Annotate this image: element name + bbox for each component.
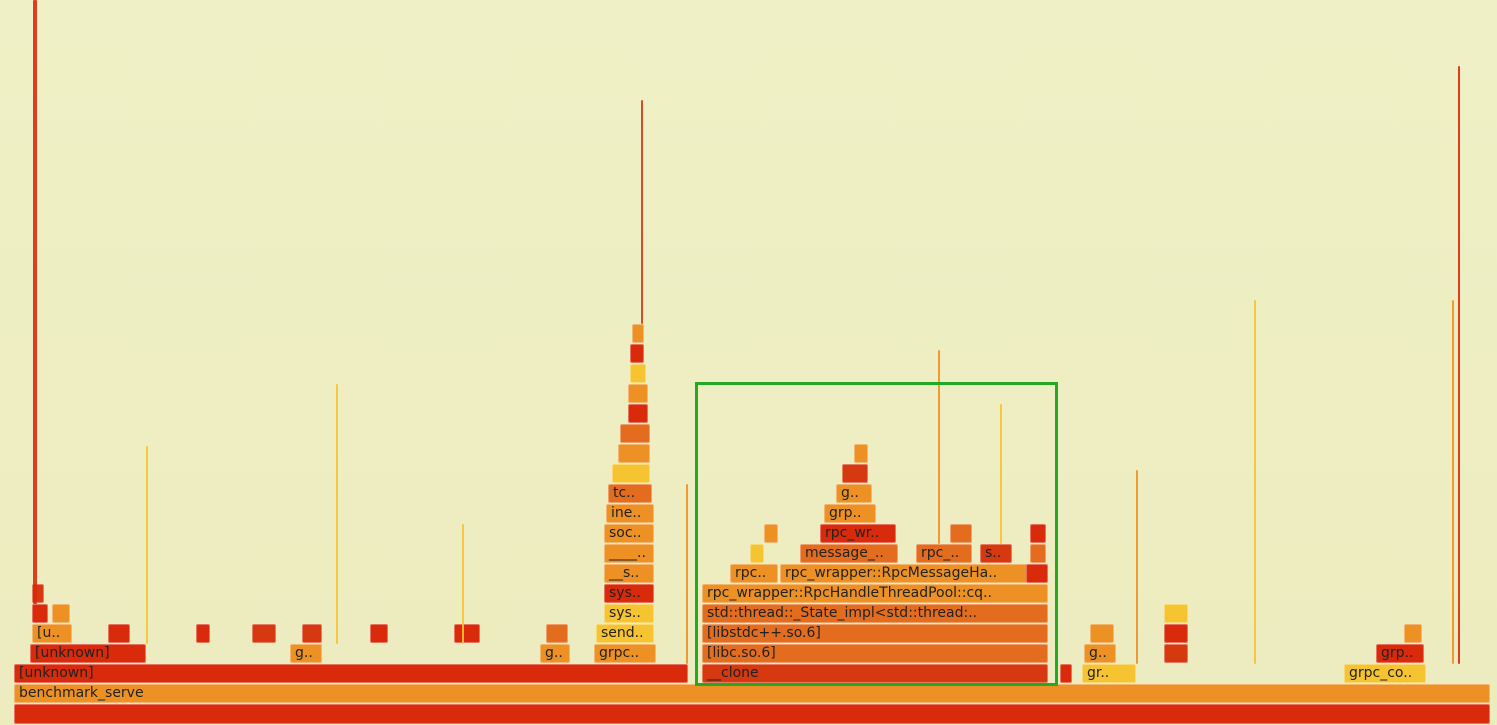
- frame-s-b[interactable]: s..: [980, 544, 1012, 563]
- frame-tower-h[interactable]: [632, 324, 644, 343]
- spike-right-b[interactable]: [1452, 300, 1454, 664]
- frame-right-c[interactable]: [1090, 624, 1114, 643]
- frame-message[interactable]: message_..: [800, 544, 898, 563]
- frame-unknown-a[interactable]: [unknown]: [30, 644, 146, 663]
- frame-sys-a[interactable]: sys..: [604, 604, 654, 623]
- frame-tower-b[interactable]: [618, 444, 650, 463]
- frame-clone-tower-b[interactable]: [854, 444, 868, 463]
- frame-clone-tower-a[interactable]: [842, 464, 868, 483]
- frame-ine[interactable]: ine..: [606, 504, 654, 523]
- frame-send[interactable]: send..: [596, 624, 654, 643]
- frame-soc[interactable]: soc..: [604, 524, 654, 543]
- frame-rpc-pool[interactable]: rpc_wrapper::RpcHandleThreadPool::cq..: [702, 584, 1048, 603]
- spike-mid-b[interactable]: [1000, 404, 1002, 544]
- frame-right-a[interactable]: [1164, 624, 1188, 643]
- spike-left-tall[interactable]: [33, 0, 37, 604]
- frame-left-col-f[interactable]: [370, 624, 388, 643]
- frame-grp-right[interactable]: grp..: [1376, 644, 1424, 663]
- frame-benchmark-serve[interactable]: benchmark_serve: [14, 684, 1490, 703]
- frame-libc[interactable]: [libc.so.6]: [702, 644, 1048, 663]
- frame-mid-a[interactable]: [764, 524, 778, 543]
- frame-mid-f[interactable]: [950, 524, 972, 543]
- spike-right-tall[interactable]: [1458, 66, 1460, 664]
- spike-middle-top[interactable]: [641, 100, 643, 324]
- frame-mid-d[interactable]: [1030, 524, 1046, 543]
- frame-tower-a[interactable]: [612, 464, 650, 483]
- frame-grpc-co-right[interactable]: grpc_co..: [1344, 664, 1426, 683]
- frame-underscore[interactable]: ____..: [604, 544, 654, 563]
- frame-mid-e[interactable]: [1030, 544, 1046, 563]
- frame-g-a[interactable]: g..: [290, 644, 322, 663]
- frame-g-right[interactable]: g..: [1084, 644, 1116, 663]
- frame-left-col-e[interactable]: [252, 624, 276, 643]
- frame-clone[interactable]: __clone: [702, 664, 1048, 683]
- frame-tower-e[interactable]: [628, 384, 648, 403]
- frame-gr-right[interactable]: gr..: [1082, 664, 1136, 683]
- frame-left-col-a[interactable]: [32, 604, 48, 623]
- frame-rpc-wr[interactable]: rpc_wr..: [820, 524, 896, 543]
- frame-tower-c[interactable]: [620, 424, 650, 443]
- frame-mid-b[interactable]: [750, 544, 764, 563]
- frame-mid-c[interactable]: [1026, 564, 1048, 583]
- frame-tc[interactable]: tc..: [608, 484, 652, 503]
- frame-right-b[interactable]: [1164, 604, 1188, 623]
- frame-tower-d[interactable]: [628, 404, 648, 423]
- frame-grpc-a[interactable]: grpc..: [594, 644, 656, 663]
- spike-left-b[interactable]: [146, 446, 148, 644]
- frame-g-mid[interactable]: g..: [836, 484, 872, 503]
- frame-left-col-d[interactable]: [108, 624, 130, 643]
- frame-root[interactable]: [14, 704, 1490, 724]
- frame-u-a[interactable]: [u..: [32, 624, 72, 643]
- spike-right-c[interactable]: [1136, 470, 1138, 664]
- frame-s-a[interactable]: __s..: [604, 564, 654, 583]
- frame-left-col-j[interactable]: [196, 624, 210, 643]
- frame-grp-mid[interactable]: grp..: [824, 504, 876, 523]
- frame-tower-g[interactable]: [630, 344, 644, 363]
- frame-unknown-main[interactable]: [unknown]: [14, 664, 688, 683]
- spike-mid-a[interactable]: [938, 350, 940, 544]
- frame-left-col-i[interactable]: [302, 624, 322, 643]
- spike-left-a[interactable]: [336, 384, 338, 644]
- frame-g-b[interactable]: g..: [540, 644, 570, 663]
- frame-rpc-b[interactable]: rpc_..: [916, 544, 972, 563]
- frame-left-col-g[interactable]: [454, 624, 480, 643]
- frame-std-thread[interactable]: std::thread::_State_impl<std::thread:..: [702, 604, 1048, 623]
- frame-right-f[interactable]: [1060, 664, 1072, 683]
- frame-rpc-msg-handler[interactable]: rpc_wrapper::RpcMessageHa..: [780, 564, 1028, 583]
- frame-rpc-a[interactable]: rpc..: [730, 564, 778, 583]
- frame-sys-b[interactable]: sys..: [604, 584, 654, 603]
- spike-right-d[interactable]: [1254, 300, 1256, 664]
- frame-tower-f[interactable]: [630, 364, 646, 383]
- frame-libstdcpp[interactable]: [libstdc++.so.6]: [702, 624, 1048, 643]
- frame-left-col-h[interactable]: [546, 624, 568, 643]
- frame-right-d[interactable]: [1164, 644, 1188, 663]
- spike-left-c[interactable]: [462, 524, 464, 644]
- frame-left-col-c[interactable]: [52, 604, 70, 623]
- frame-right-e[interactable]: [1404, 624, 1422, 643]
- spike-left-d[interactable]: [686, 484, 688, 664]
